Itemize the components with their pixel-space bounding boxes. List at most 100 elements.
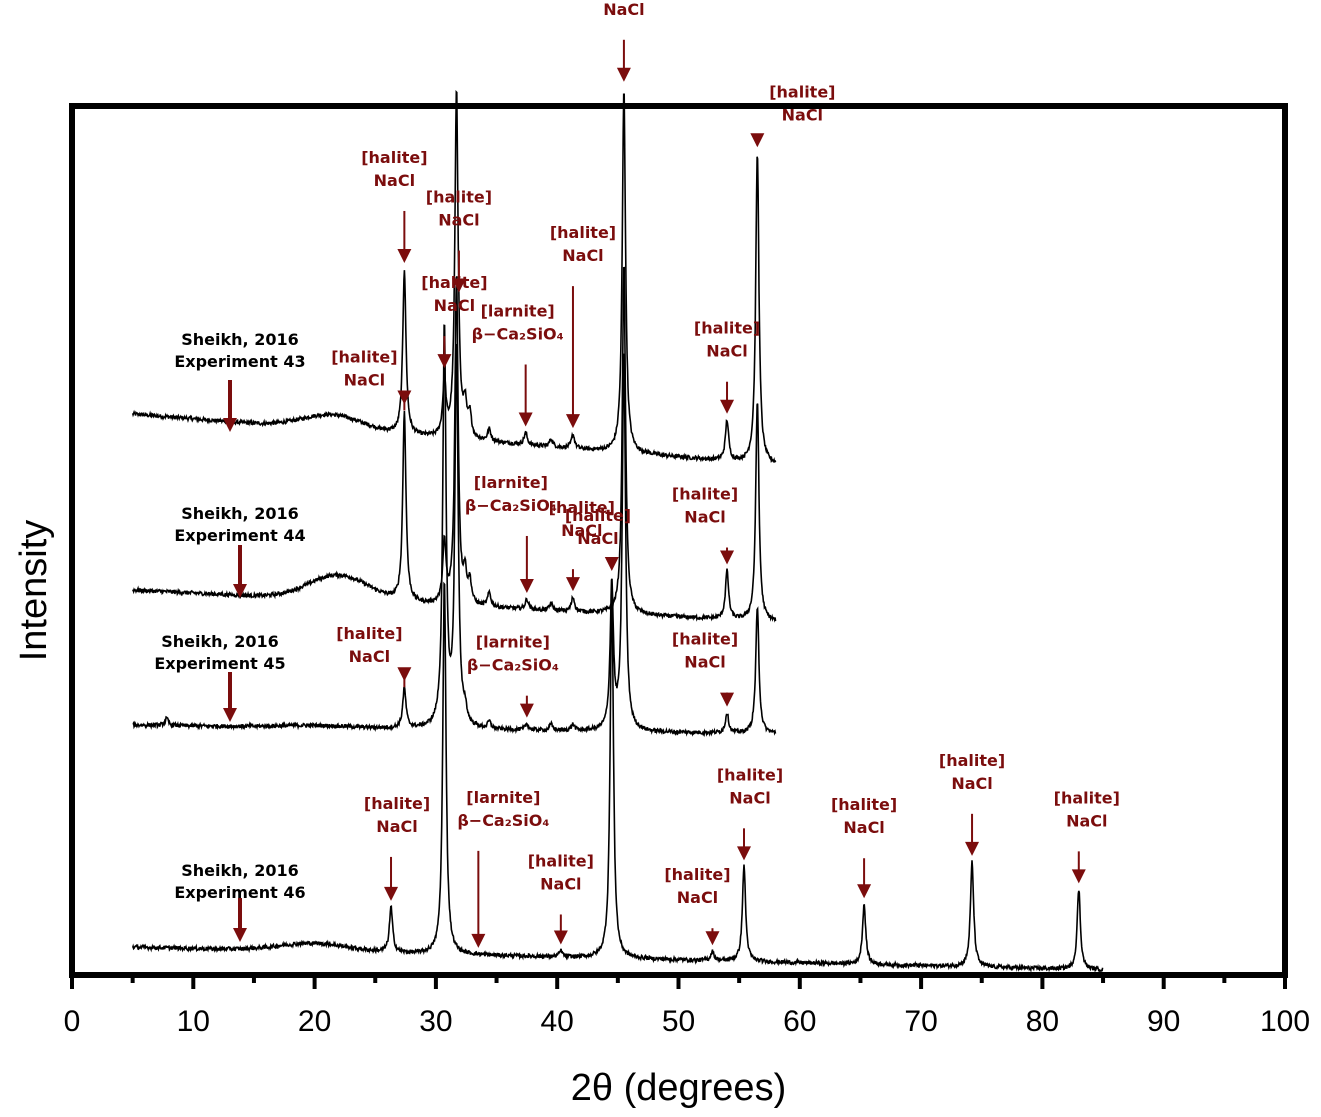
x-tick-label: 20 (298, 1005, 331, 1038)
annotation-phase: [larnite] (481, 301, 555, 320)
trace-experiment-43 (131, 89, 777, 464)
annotation-arrow-head (616, 67, 631, 82)
annotation-phase: [larnite] (476, 633, 550, 652)
annotation-phase: [halite] (336, 624, 402, 643)
annotation-formula: NaCl (376, 817, 417, 836)
annotation-formula: β−Ca₂SiO₄ (465, 496, 557, 515)
annotation-formula: NaCl (782, 105, 823, 124)
annotation-arrow-head (519, 578, 534, 593)
annotation-formula: NaCl (684, 653, 725, 672)
annotation-phase: [halite] (426, 188, 492, 207)
x-axis-title: 2θ (degrees) (571, 1067, 786, 1109)
annotation-arrow-head (705, 931, 720, 946)
annotation-phase: [halite] (672, 485, 738, 504)
annotation-phase: [halite] (717, 765, 783, 784)
annotation-group: Sheikh, 2016 Experiment 43 Sheikh, 2016 Exp… (154, 0, 1120, 907)
annotation-arrow-head (397, 248, 412, 263)
annotation-phase: [halite] (421, 273, 487, 292)
annotation-arrow-head (857, 884, 872, 899)
x-tick-label: 40 (541, 1005, 574, 1038)
annotation-arrow-head (384, 886, 399, 901)
annotation-phase: [halite] (361, 148, 427, 167)
annotation-formula: β−Ca₂SiO₄ (467, 656, 559, 675)
annotation-phase: [halite] (565, 506, 631, 525)
x-tick-label: 90 (1147, 1005, 1180, 1038)
annotation-formula: NaCl (729, 788, 770, 807)
annotation-formula: NaCl (374, 171, 415, 190)
x-tick-label: 30 (419, 1005, 452, 1038)
annotation-arrow-head (720, 550, 735, 565)
series-label-line2: Experiment 46 (174, 883, 305, 902)
annotation-phase: [larnite] (474, 473, 548, 492)
annotation-arrow-head (518, 412, 533, 427)
annotation-arrow-head (1071, 869, 1086, 884)
series-label-line2: Experiment 45 (154, 654, 285, 673)
annotation-formula: NaCl (1066, 811, 1107, 830)
series-arrow-head (233, 928, 247, 942)
x-tick-label: 60 (783, 1005, 816, 1038)
series-arrow-head (223, 418, 237, 432)
annotation-arrow-head (604, 557, 619, 572)
annotation-phase: [halite] (331, 348, 397, 367)
trace-experiment-46 (131, 581, 1104, 973)
series-label-line1: Sheikh, 2016 (161, 632, 278, 651)
annotation-formula: NaCl (843, 818, 884, 837)
x-tick-label: 70 (904, 1005, 937, 1038)
series-arrow-head (233, 584, 247, 598)
annotation-arrow-head (553, 930, 568, 945)
annotation-arrow-head (737, 846, 752, 861)
annotation-arrow-head (437, 354, 452, 369)
annotation-phase: [halite] (694, 319, 760, 338)
x-tick-label: 50 (662, 1005, 695, 1038)
annotation-formula: NaCl (434, 296, 475, 315)
annotation-arrow-head (720, 692, 735, 707)
annotation-formula: NaCl (438, 211, 479, 230)
annotation-arrow-head (519, 703, 534, 718)
annotation-formula: NaCl (562, 246, 603, 265)
x-tick-label: 80 (1026, 1005, 1059, 1038)
x-tick-label: 0 (64, 1005, 81, 1038)
series-label-line1: Sheikh, 2016 (181, 861, 298, 880)
annotation-arrow-head (397, 667, 412, 682)
series-label-line1: Sheikh, 2016 (181, 504, 298, 523)
annotation-formula: NaCl (349, 647, 390, 666)
arrow-group (223, 39, 1086, 948)
annotation-phase: [halite] (672, 630, 738, 649)
annotation-phase: [halite] (769, 82, 835, 101)
annotation-formula: NaCl (603, 0, 644, 19)
annotation-formula: NaCl (677, 888, 718, 907)
annotation-phase: [halite] (550, 223, 616, 242)
annotation-arrow-head (565, 577, 580, 592)
y-axis-title: Intensity (13, 520, 55, 662)
x-axis: 0 10 20 30 40 50 60 70 80 90 100 (64, 975, 1310, 1038)
annotation-phase: [halite] (549, 498, 615, 517)
series-label-line2: Experiment 44 (174, 526, 305, 545)
annotation-arrow-head (965, 841, 980, 856)
series-label-line2: Experiment 43 (174, 352, 305, 371)
annotation-arrow-head (451, 278, 466, 293)
annotation-formula: NaCl (561, 521, 602, 540)
annotation-formula: β−Ca₂SiO₄ (472, 324, 564, 343)
trace-experiment-45 (132, 324, 777, 738)
annotation-formula: β−Ca₂SiO₄ (457, 811, 549, 830)
annotation-arrow-head (471, 933, 486, 948)
annotation-phase: [halite] (528, 851, 594, 870)
annotation-phase: [halite] (664, 865, 730, 884)
annotation-phase: [halite] (1054, 788, 1120, 807)
x-tick-label: 100 (1260, 1005, 1310, 1038)
annotation-arrow-head (720, 399, 735, 414)
annotation-formula: NaCl (577, 529, 618, 548)
annotation-formula: NaCl (540, 874, 581, 893)
annotation-phase: [halite] (831, 795, 897, 814)
annotation-formula: NaCl (684, 508, 725, 527)
annotation-phase: [larnite] (466, 788, 540, 807)
series-arrow-head (223, 708, 237, 722)
annotation-formula: NaCl (951, 774, 992, 793)
annotation-arrow-head (750, 133, 765, 148)
annotation-formula: NaCl (344, 371, 385, 390)
annotation-formula: NaCl (706, 342, 747, 361)
annotation-phase: [halite] (364, 794, 430, 813)
annotation-arrow-head (565, 414, 580, 429)
annotation-phase: [halite] (939, 751, 1005, 770)
